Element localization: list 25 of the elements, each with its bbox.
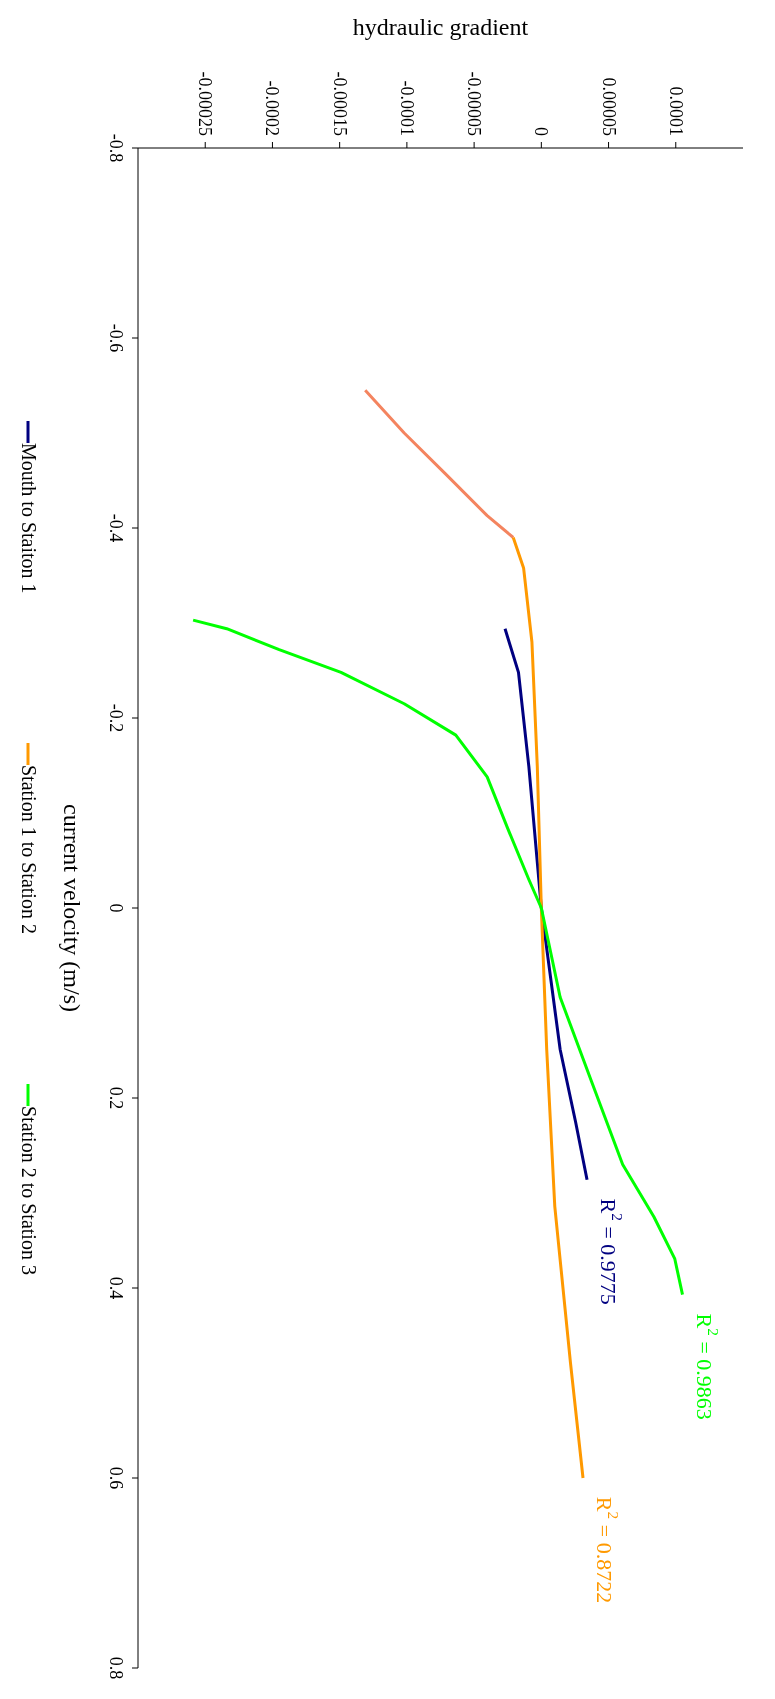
line-series [511,536,585,1480]
legend-label: Station 1 to Station 2 [16,765,40,935]
x-tick-label: -0.00025 [195,71,216,136]
y-tick-label: -0.6 [106,323,126,353]
x-tick-label: -0.0002 [262,80,283,136]
x-tick-label: 0.0001 [665,86,686,136]
x-tick-label: -0.0001 [396,80,417,136]
x-tick-label: 0 [531,127,552,136]
line-series [503,627,589,1182]
x-axis-title: hydraulic gradient [352,14,529,41]
x-tick-label: 0.00005 [598,77,619,136]
legend-label: Station 2 to Station 3 [16,1106,40,1276]
x-tick-label: -0.00005 [464,71,485,136]
x-tick-label: -0.00015 [329,71,350,136]
y-tick-label: -0.8 [106,133,126,163]
y-tick-label: 0.8 [106,1656,126,1680]
y-tick-label: 0 [106,903,126,913]
legend-label: Mouth to Staiton 1 [16,442,40,594]
y-tick-label: -0.2 [106,703,126,733]
y-axis-title: current velocity (m/s) [59,804,85,1012]
y-tick-label: 0.4 [106,1276,126,1300]
y-tick-label: 0.2 [106,1086,126,1110]
y-tick-label: -0.4 [106,513,126,543]
line-series [363,388,515,539]
y-tick-label: 0.6 [106,1466,126,1490]
